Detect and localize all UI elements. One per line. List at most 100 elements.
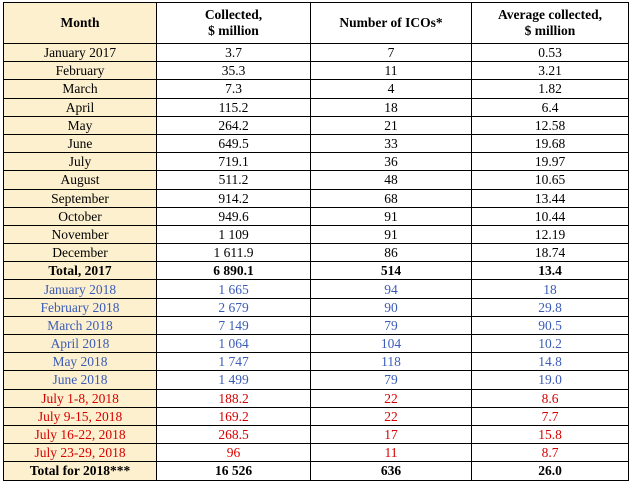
collected-cell: 1 109 [156,224,311,245]
icos-count-cell: 11 [310,61,472,81]
collected-cell: 914.2 [156,188,311,208]
collected-cell: 35.3 [156,61,311,81]
average-collected-cell: 12.58 [471,115,629,135]
month-cell: March 2018 [3,315,157,336]
icos-count-cell: 17 [310,424,472,445]
average-collected-cell: 10.44 [471,206,629,226]
average-collected-cell: 90.5 [471,315,629,336]
table-row: July 719.1 36 19.97 [3,152,629,172]
collected-cell: 1 064 [156,333,311,354]
collected-cell: 2 679 [156,297,311,317]
month-cell: July 16-22, 2018 [3,424,157,445]
average-collected-cell: 6.4 [471,97,629,117]
table-row: June 649.5 33 19.68 [3,133,629,154]
icos-count-cell: 79 [310,315,472,336]
average-collected-cell: 26.0 [471,461,629,481]
month-cell: May 2018 [3,352,157,372]
month-cell: June [3,133,157,154]
month-cell: July 23-29, 2018 [3,443,157,463]
table-row: April 115.2 18 6.4 [3,97,629,117]
table-row: August 511.2 48 10.65 [3,170,629,190]
month-cell: August [3,170,157,190]
table-row: January 2018 1 665 94 18 [3,279,629,299]
ico-statistics-table: Month Collected, $ million Number of ICO… [3,2,629,481]
collected-cell: 7 149 [156,315,311,336]
icos-count-cell: 514 [310,261,472,281]
month-cell: June 2018 [3,370,157,390]
average-collected-cell: 19.0 [471,370,629,390]
collected-cell: 1 665 [156,279,311,299]
month-cell: November [3,224,157,245]
month-cell: January 2018 [3,279,157,299]
average-collected-cell: 8.6 [471,388,629,408]
average-collected-cell: 12.19 [471,224,629,245]
table-row: November 1 109 91 12.19 [3,224,629,245]
average-collected-cell: 1.82 [471,79,629,99]
icos-count-cell: 22 [310,406,472,426]
collected-cell: 115.2 [156,97,311,117]
average-collected-cell: 10.2 [471,333,629,354]
icos-count-cell: 7 [310,42,472,63]
average-collected-cell: 18.74 [471,243,629,263]
month-cell: April [3,97,157,117]
table-row: October 949.6 91 10.44 [3,206,629,226]
collected-cell: 16 526 [156,461,311,481]
collected-cell: 264.2 [156,115,311,135]
table-row: September 914.2 68 13.44 [3,188,629,208]
table-row: July 16-22, 2018 268.5 17 15.8 [3,424,629,445]
month-cell: February 2018 [3,297,157,317]
table-row: March 7.3 4 1.82 [3,79,629,99]
table-row: March 2018 7 149 79 90.5 [3,315,629,336]
table-row: February 2018 2 679 90 29.8 [3,297,629,317]
table-row: December 1 611.9 86 18.74 [3,243,629,263]
average-collected-cell: 7.7 [471,406,629,426]
average-collected-cell: 19.68 [471,133,629,154]
icos-count-cell: 118 [310,352,472,372]
table-row: July 9-15, 2018 169.2 22 7.7 [3,406,629,426]
month-cell: October [3,206,157,226]
collected-cell: 169.2 [156,406,311,426]
header-collected-line1: Collected, [204,7,263,22]
header-number-of-icos: Number of ICOs* [310,2,472,44]
icos-count-cell: 18 [310,97,472,117]
icos-count-cell: 22 [310,388,472,408]
table-row: February 35.3 11 3.21 [3,61,629,81]
total-row: Total for 2018*** 16 526 636 26.0 [3,461,629,481]
month-cell: July 9-15, 2018 [3,406,157,426]
table-row: April 2018 1 064 104 10.2 [3,333,629,354]
total-row: Total, 2017 6 890.1 514 13.4 [3,261,629,281]
table-row: July 23-29, 2018 96 11 8.7 [3,443,629,463]
collected-cell: 7.3 [156,79,311,99]
average-collected-cell: 3.21 [471,61,629,81]
icos-count-cell: 21 [310,115,472,135]
average-collected-cell: 13.44 [471,188,629,208]
month-cell: April 2018 [3,333,157,354]
average-collected-cell: 19.97 [471,152,629,172]
collected-cell: 1 747 [156,352,311,372]
collected-cell: 268.5 [156,424,311,445]
table-row: July 1-8, 2018 188.2 22 8.6 [3,388,629,408]
average-collected-cell: 14.8 [471,352,629,372]
icos-count-cell: 79 [310,370,472,390]
icos-count-cell: 104 [310,333,472,354]
month-cell: Total, 2017 [3,261,157,281]
collected-cell: 511.2 [156,170,311,190]
icos-count-cell: 48 [310,170,472,190]
collected-cell: 3.7 [156,42,311,63]
icos-count-cell: 94 [310,279,472,299]
average-collected-cell: 8.7 [471,443,629,463]
month-cell: September [3,188,157,208]
month-cell: May [3,115,157,135]
average-collected-cell: 15.8 [471,424,629,445]
average-collected-cell: 10.65 [471,170,629,190]
header-average-line2: $ million [524,23,576,38]
table-row: May 264.2 21 12.58 [3,115,629,135]
table-body: January 2017 3.7 7 0.53 February 35.3 11 3.21 Ma… [3,42,629,481]
average-collected-cell: 0.53 [471,42,629,63]
icos-count-cell: 11 [310,443,472,463]
icos-count-cell: 90 [310,297,472,317]
collected-cell: 949.6 [156,206,311,226]
header-month: Month [3,2,157,44]
collected-cell: 188.2 [156,388,311,408]
